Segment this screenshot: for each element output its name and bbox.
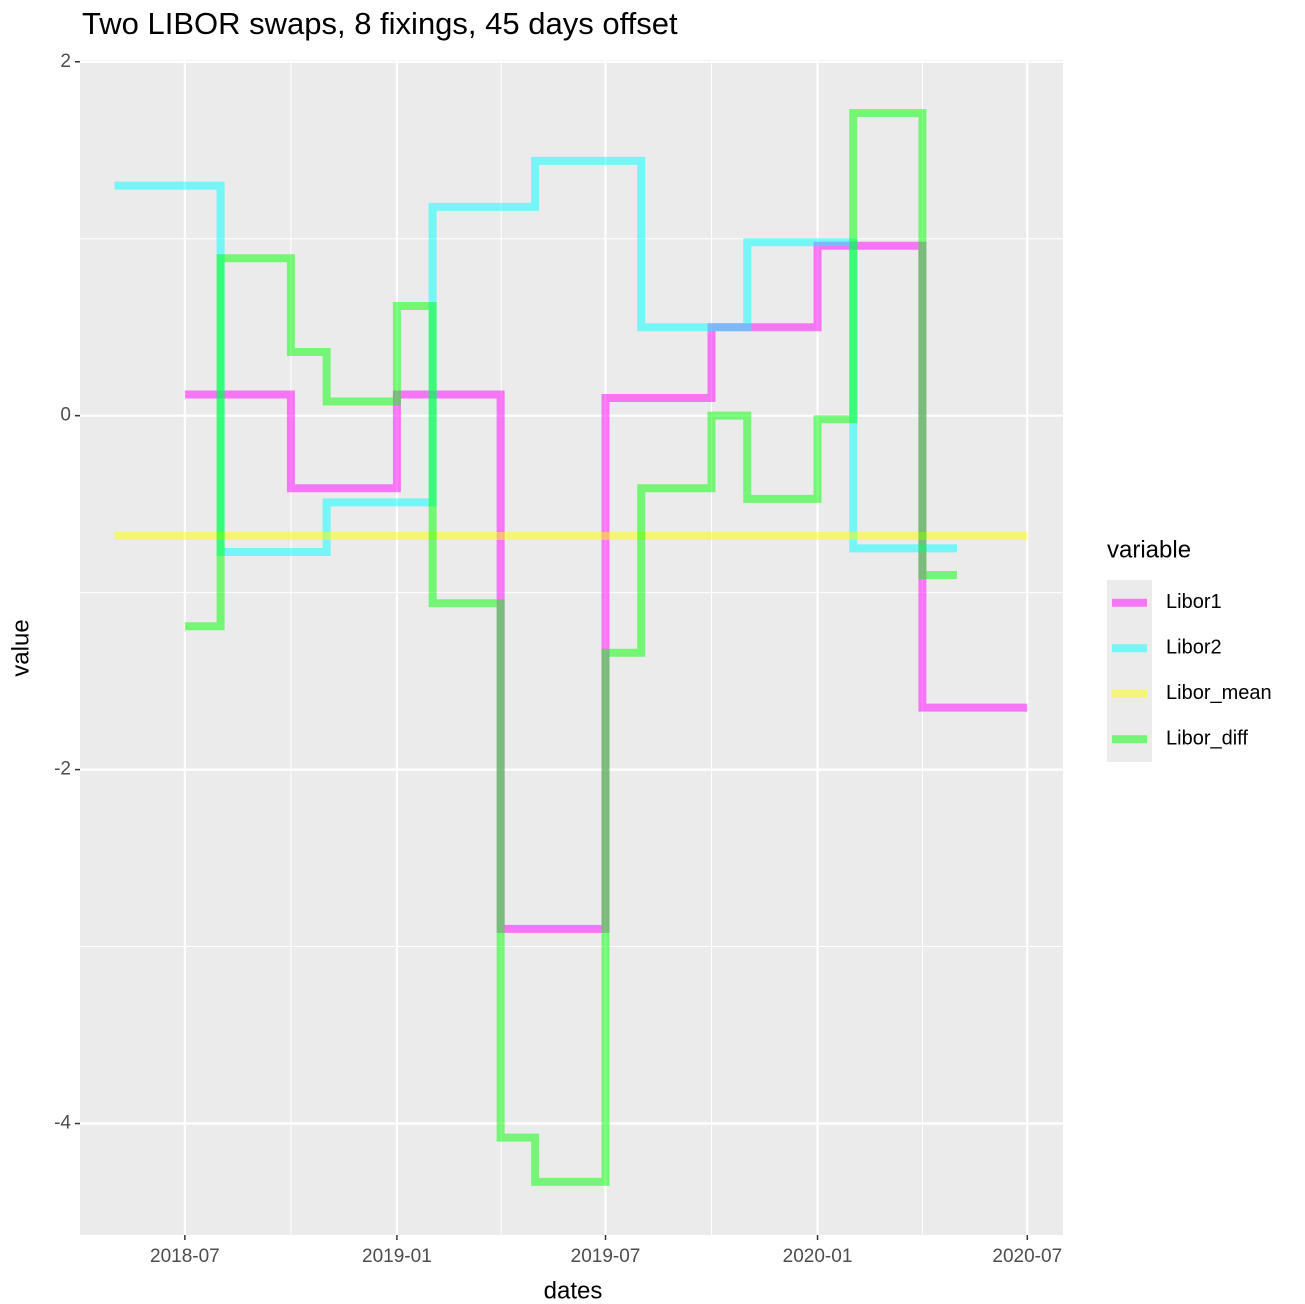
- y-tick-label: 2: [60, 51, 71, 72]
- legend-label: Libor2: [1166, 637, 1222, 659]
- x-tick-label: 2018-07: [150, 1246, 220, 1267]
- legend-label: Libor_mean: [1166, 682, 1272, 704]
- x-axis-title: dates: [544, 1277, 603, 1304]
- x-tick-label: 2019-01: [362, 1246, 432, 1267]
- series-line: [184, 109, 957, 1186]
- legend-label: Libor_diff: [1166, 728, 1248, 750]
- legend-key-background: [1107, 580, 1152, 762]
- x-tick-label: 2019-07: [571, 1246, 641, 1267]
- plot-panel: [80, 60, 1063, 1235]
- series-line: [114, 156, 957, 556]
- x-tick-label: 2020-07: [992, 1246, 1062, 1267]
- legend-label: Libor1: [1166, 591, 1222, 613]
- y-tick-label: -4: [54, 1113, 71, 1134]
- legend-title: variable: [1107, 536, 1191, 563]
- y-tick-label: 0: [60, 405, 71, 426]
- chart-title: Two LIBOR swaps, 8 fixings, 45 days offs…: [82, 6, 678, 41]
- y-tick-label: -2: [54, 759, 71, 780]
- x-tick-label: 2020-01: [783, 1246, 853, 1267]
- y-axis-title: value: [7, 619, 34, 676]
